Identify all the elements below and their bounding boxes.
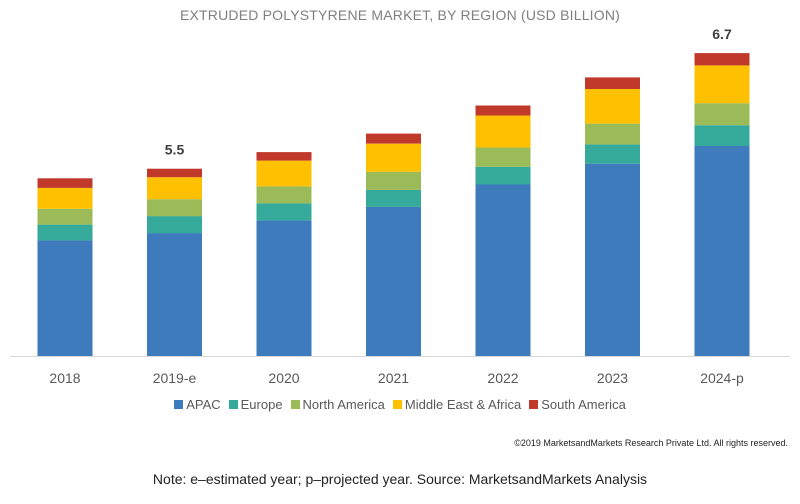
bar-segment-north-america-2020 [256, 186, 312, 204]
x-tick-label: 2022 [487, 370, 518, 386]
bar-segment-north-america-2019-e [147, 199, 202, 217]
bar-segment-apac-2019-e [147, 233, 202, 356]
bar-segment-middle-east-africa-2020 [256, 160, 312, 187]
bar-segment-north-america-2024-p [694, 103, 750, 126]
bar-segment-europe-2022 [475, 166, 531, 185]
x-tick-label: 2020 [268, 370, 299, 386]
legend-label: South America [541, 397, 626, 412]
source-note: Note: e–estimated year; p–projected year… [152, 471, 648, 487]
bar-segment-south-america-2022 [475, 105, 531, 116]
legend-label: Middle East & Africa [404, 397, 522, 412]
bar-segment-apac-2022 [475, 184, 531, 356]
bar-segment-europe-2018 [37, 224, 93, 241]
x-tick-label: 2019-e [153, 370, 197, 386]
total-data-label: 5.5 [165, 142, 185, 158]
bar-segment-apac-2018 [37, 240, 93, 356]
bar-segment-apac-2021 [366, 206, 421, 356]
legend-item-south-america: South America [529, 397, 626, 412]
bar-segment-south-america-2020 [256, 152, 312, 161]
legend-swatch [174, 400, 184, 409]
legend-swatch [392, 400, 402, 409]
legend-swatch [228, 400, 238, 409]
total-data-label: 6.7 [712, 26, 732, 42]
bar-segment-apac-2020 [256, 220, 312, 356]
bar-segment-apac-2023 [585, 163, 640, 356]
bar-segment-europe-2024-p [694, 125, 750, 146]
legend-label: Europe [240, 397, 283, 412]
copyright-notice: ©2019 MarketsandMarkets Research Private… [514, 438, 788, 448]
bar-segment-south-america-2024-p [694, 53, 750, 66]
bar-segment-middle-east-africa-2019-e [147, 177, 202, 200]
legend-label: North America [302, 397, 385, 412]
bar-segment-north-america-2023 [585, 123, 640, 145]
chart-title: EXTRUDED POLYSTYRENE MARKET, BY REGION (… [179, 7, 621, 23]
legend-swatch [290, 400, 300, 409]
legend-item-europe: Europe [228, 397, 283, 412]
bar-segment-middle-east-africa-2023 [585, 88, 640, 124]
bar-segment-middle-east-africa-2018 [37, 188, 93, 209]
bar-segment-middle-east-africa-2022 [475, 115, 531, 148]
bar-segment-south-america-2018 [37, 178, 93, 188]
x-tick-label: 2023 [597, 370, 628, 386]
bar-segment-europe-2023 [585, 144, 640, 164]
x-tick-label: 2024-p [700, 370, 744, 386]
x-tick-label: 2018 [49, 370, 80, 386]
bar-segment-south-america-2019-e [147, 168, 202, 178]
legend-swatch [529, 400, 539, 409]
bar-segment-middle-east-africa-2024-p [694, 65, 750, 104]
bar-segment-north-america-2021 [366, 171, 421, 190]
legend: APAC Europe North America Middle East & Afr… [0, 397, 800, 412]
bar-segment-north-america-2022 [475, 147, 531, 167]
bar-segment-south-america-2023 [585, 77, 640, 89]
legend-item-middle-east-africa: Middle East & Africa [392, 397, 522, 412]
bar-segment-europe-2021 [366, 189, 421, 207]
bar-segment-north-america-2018 [37, 208, 93, 225]
bar-segment-europe-2019-e [147, 216, 202, 234]
bar-segment-south-america-2021 [366, 133, 421, 144]
legend-label: APAC [186, 397, 221, 412]
bar-segment-europe-2020 [256, 203, 312, 221]
bar-segment-apac-2024-p [694, 146, 750, 356]
legend-item-north-america: North America [290, 397, 385, 412]
bar-segment-middle-east-africa-2021 [366, 143, 421, 172]
legend-item-apac: APAC [174, 397, 221, 412]
x-tick-label: 2021 [378, 370, 409, 386]
